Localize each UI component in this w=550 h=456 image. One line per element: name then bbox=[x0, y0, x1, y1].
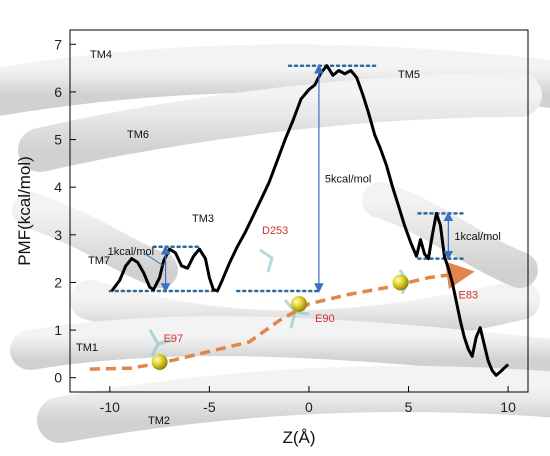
x-tick-label: 10 bbox=[500, 399, 516, 415]
residue-markers: E97 E90 E83 bbox=[151, 274, 479, 370]
helix-background bbox=[0, 44, 550, 443]
residue-ball-icon bbox=[392, 274, 409, 291]
tm2-label: TM2 bbox=[148, 415, 170, 427]
residue-label: E90 bbox=[315, 313, 335, 325]
y-tick-label: 0 bbox=[54, 370, 62, 386]
x-axis-title: Z(Å) bbox=[282, 428, 315, 447]
barrier-label: 1kcal/mol bbox=[454, 231, 500, 243]
x-tick-label: 5 bbox=[405, 399, 413, 415]
y-axis-title: PMF(kcal/mol) bbox=[15, 156, 34, 266]
y-tick-label: 1 bbox=[54, 322, 62, 338]
tm1-label: TM1 bbox=[76, 342, 98, 354]
residue-label: E83 bbox=[459, 289, 479, 301]
reference-levels bbox=[108, 64, 468, 293]
residue-ball-icon bbox=[291, 295, 307, 312]
y-axis: 0 1 2 3 4 5 6 7 bbox=[54, 36, 76, 386]
tm4-label: TM4 bbox=[90, 49, 112, 61]
d253-label: D253 bbox=[262, 225, 288, 237]
y-tick-label: 7 bbox=[54, 36, 62, 52]
y-tick-label: 4 bbox=[54, 179, 62, 195]
plot-frame bbox=[69, 29, 529, 393]
barrier-label: 1kcal/mol bbox=[108, 246, 154, 258]
helix-labels: TM4 TM5 TM6 TM3 TM7 TM1 TM2 D253 bbox=[76, 49, 420, 427]
pmf-series-line bbox=[110, 64, 510, 377]
barrier-leader-line bbox=[143, 252, 164, 267]
residue-ball-icon bbox=[151, 353, 168, 370]
y-tick-label: 2 bbox=[54, 274, 62, 290]
x-tick-label: -10 bbox=[100, 399, 120, 415]
y-tick-label: 5 bbox=[54, 132, 62, 148]
axes: 0 1 2 3 4 5 6 7 -10 -5 0 5 10 PMF(kcal/mol) Z(Å) bbox=[15, 29, 529, 447]
barrier-label: 5kcal/mol bbox=[325, 173, 371, 185]
y-tick-label: 3 bbox=[54, 227, 62, 243]
y-tick-label: 6 bbox=[54, 84, 62, 100]
tm5-label: TM5 bbox=[398, 69, 420, 81]
tm7-label: TM7 bbox=[88, 255, 110, 267]
x-tick-label: 0 bbox=[305, 399, 313, 415]
barrier-annotations: 1kcal/mol 5kcal/mol 1kcal/mol bbox=[108, 63, 501, 293]
x-tick-label: -5 bbox=[203, 399, 216, 415]
tm6-label: TM6 bbox=[127, 129, 149, 141]
residue-label: E97 bbox=[164, 333, 184, 345]
x-axis: -10 -5 0 5 10 bbox=[100, 386, 516, 415]
tm3-label: TM3 bbox=[192, 213, 214, 225]
